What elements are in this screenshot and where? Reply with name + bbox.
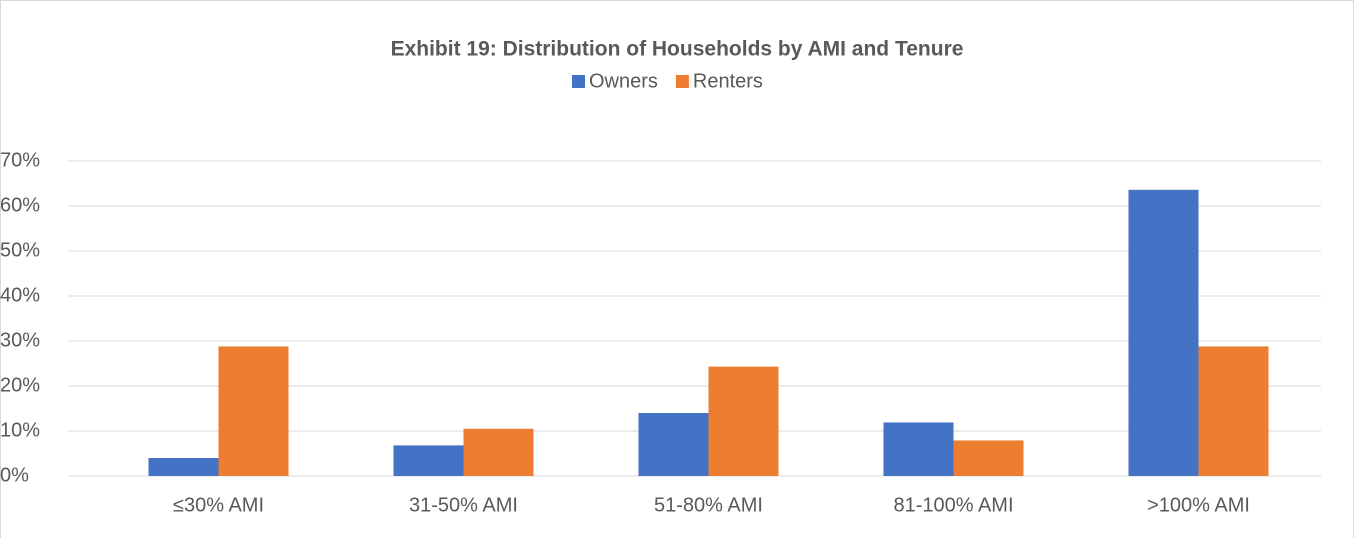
bar bbox=[463, 428, 534, 476]
x-tick-label: ≤30% AMI bbox=[173, 494, 264, 516]
legend-swatch bbox=[572, 75, 585, 88]
bar bbox=[1128, 189, 1199, 477]
bar bbox=[708, 366, 779, 476]
x-tick-label: 81-100% AMI bbox=[893, 494, 1013, 516]
y-tick-label: 70% bbox=[0, 149, 40, 171]
bar bbox=[218, 346, 289, 476]
chart-title: Exhibit 19: Distribution of Households b… bbox=[391, 38, 964, 61]
bar bbox=[638, 413, 709, 476]
y-tick-label: 50% bbox=[0, 239, 40, 261]
legend-label: Owners bbox=[589, 70, 658, 92]
x-tick-label: >100% AMI bbox=[1147, 494, 1250, 516]
y-tick-label: 40% bbox=[0, 284, 40, 306]
legend-swatch bbox=[675, 75, 689, 88]
bar bbox=[953, 440, 1024, 476]
legend-label: Renters bbox=[693, 70, 763, 92]
y-tick-label: 0% bbox=[0, 464, 29, 486]
y-tick-label: 10% bbox=[0, 419, 40, 441]
bar bbox=[1198, 346, 1269, 476]
bar bbox=[393, 445, 464, 476]
x-tick-label: 51-80% AMI bbox=[654, 494, 763, 516]
bar bbox=[883, 422, 954, 476]
x-tick-label: 31-50% AMI bbox=[409, 494, 518, 516]
bar bbox=[148, 458, 219, 476]
y-tick-label: 60% bbox=[0, 194, 40, 216]
y-tick-label: 30% bbox=[0, 329, 40, 351]
y-tick-label: 20% bbox=[0, 374, 40, 396]
